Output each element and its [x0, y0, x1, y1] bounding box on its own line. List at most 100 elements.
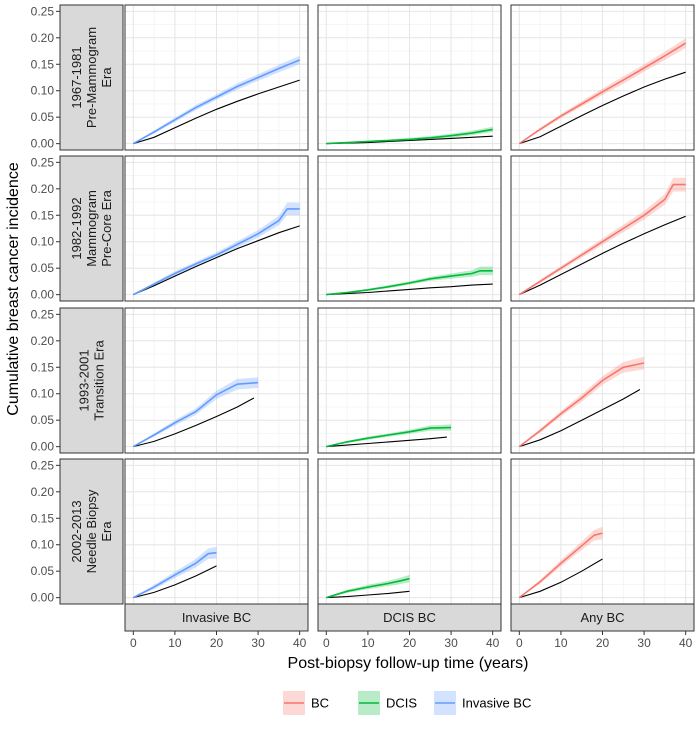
y-tick-label: 0.15 [31, 208, 55, 222]
observed-incidence-line [326, 269, 493, 296]
confidence-band [519, 356, 645, 447]
x-tick-label: 40 [486, 636, 500, 650]
panel-border [317, 155, 502, 302]
row-strip-2: 1982-1992 Mammogram Pre-Core Era [59, 155, 124, 302]
y-tick-label: 0.05 [31, 261, 55, 275]
y-tick-label: 0.00 [31, 440, 55, 454]
expected-incidence-line [133, 79, 300, 145]
expected-incidence-line [133, 225, 300, 296]
y-tick-label: 0.25 [31, 4, 55, 18]
legend-item: DCIS [358, 691, 417, 715]
row-strip-label: Era [99, 67, 114, 88]
x-tick-label: 20 [403, 636, 417, 650]
column-strip-2: DCIS BC [317, 603, 502, 632]
panel-border [124, 155, 309, 302]
panels-layer [124, 4, 695, 605]
legend-item: BC [283, 691, 329, 715]
panel-border [510, 307, 695, 454]
legend-label: Invasive BC [462, 696, 531, 711]
row-strip-label: Transition Era [92, 340, 107, 421]
panel-r2-c1 [125, 156, 308, 301]
expected-incidence-line [326, 283, 493, 296]
expected-incidence-line [519, 389, 641, 448]
y-tick-label: 0.15 [31, 360, 55, 374]
y-axis-title: Cumulative breast cancer incidence [5, 162, 22, 416]
column-strip-background [510, 603, 695, 632]
expected-incidence-line [326, 590, 410, 599]
column-strip-background [317, 603, 502, 632]
x-tick-label: 20 [210, 636, 224, 650]
observed-incidence-line [518, 532, 603, 599]
x-tick-labels: 0 10 20 30 40 0 10 20 30 40 0 10 20 30 40 [130, 631, 693, 650]
y-tick-label: 0.15 [31, 511, 55, 525]
x-tick-label: 30 [637, 636, 651, 650]
y-tick-label: 0.05 [31, 110, 55, 124]
panel-border [510, 155, 695, 302]
row-strip-background [59, 458, 124, 605]
column-strips: Invasive BC DCIS BC Any BC [124, 603, 695, 632]
x-axis-title: Post-biopsy follow-up time (years) [288, 655, 529, 672]
observed-incidence-line [326, 128, 493, 145]
expected-incidence-line [326, 436, 447, 448]
expected-incidence-line [519, 558, 603, 599]
legend-label: DCIS [386, 696, 417, 711]
y-tick-labels: 0.00 0.05 0.10 0.15 0.20 0.25 0.00 0.05 0.10 0.15… [31, 4, 60, 605]
x-tick-label: 30 [251, 636, 265, 650]
row-strip-label: Mammogram [84, 190, 99, 267]
panel-border [124, 307, 309, 454]
confidence-band [133, 546, 217, 598]
row-strip-label: 1993-2001 [77, 349, 92, 411]
column-strip-1: Invasive BC [124, 603, 309, 632]
observed-incidence-line [326, 426, 452, 448]
expected-incidence-line [133, 565, 217, 599]
x-tick-label: 40 [679, 636, 693, 650]
observed-incidence-line [518, 183, 686, 296]
y-tick-label: 0.20 [31, 485, 55, 499]
y-tick-label: 0.25 [31, 307, 55, 321]
row-strip-background [59, 307, 124, 454]
observed-incidence-line [132, 208, 300, 296]
y-tick-label: 0.00 [31, 591, 55, 605]
column-strip-label: Any BC [580, 610, 624, 625]
column-strip-label: DCIS BC [383, 610, 436, 625]
legend: BC DCIS Invasive BC [283, 691, 531, 715]
row-strip-4: 2002-2013 Needle Biopsy Era [59, 458, 124, 605]
expected-incidence-line [133, 397, 255, 448]
y-tick-label: 0.25 [31, 155, 55, 169]
x-tick-label: 0 [130, 636, 137, 650]
column-strip-3: Any BC [510, 603, 695, 632]
x-tick-label: 30 [444, 636, 458, 650]
legend-label: BC [311, 696, 329, 711]
x-tick-label: 10 [361, 636, 375, 650]
panel-border [317, 307, 502, 454]
x-tick-label: 10 [168, 636, 182, 650]
panel-r1-c2 [318, 5, 501, 150]
panel-r1-c1 [125, 5, 308, 150]
observed-incidence-line [518, 362, 645, 448]
column-strip-label: Invasive BC [182, 610, 251, 625]
x-tick-label: 0 [516, 636, 523, 650]
y-tick-label: 0.00 [31, 288, 55, 302]
row-strip-label: Pre-Core Era [99, 189, 114, 266]
panel-r4-c2 [318, 459, 501, 604]
y-tick-label: 0.10 [31, 538, 55, 552]
row-strip-label: Era [99, 521, 114, 542]
panel-r1-c3 [511, 5, 694, 150]
legend-item: Invasive BC [434, 691, 531, 715]
row-strip-background [59, 4, 124, 151]
x-tick-label: 0 [323, 636, 330, 650]
column-strip-background [124, 603, 309, 632]
observed-incidence-line [132, 381, 259, 448]
row-strip-1: 1967-1981 Pre-Mammogram Era [59, 4, 124, 151]
confidence-band [519, 177, 686, 295]
row-strip-3: 1993-2001 Transition Era [59, 307, 124, 454]
y-tick-label: 0.15 [31, 57, 55, 71]
confidence-band [326, 266, 493, 295]
panel-r4-c3 [511, 459, 694, 604]
y-tick-label: 0.05 [31, 564, 55, 578]
y-tick-label: 0.00 [31, 137, 55, 151]
panel-border [124, 4, 309, 151]
panel-border [510, 4, 695, 151]
